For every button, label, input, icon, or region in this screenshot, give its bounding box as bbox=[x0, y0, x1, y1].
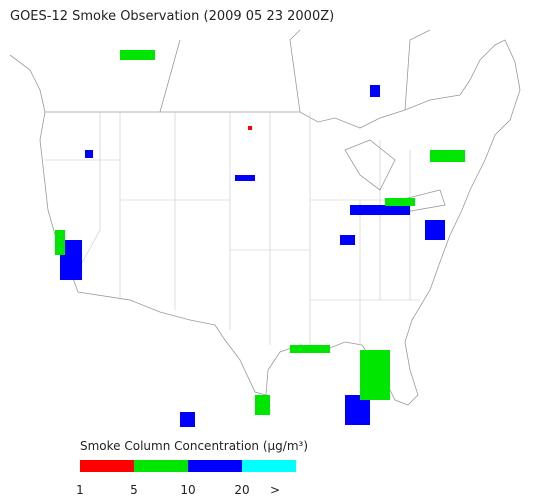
legend-label: 20 bbox=[234, 483, 249, 497]
legend-swatch bbox=[80, 460, 134, 472]
base-map bbox=[9, 29, 521, 406]
legend-label: > bbox=[270, 483, 280, 497]
legend-label: 10 bbox=[180, 483, 195, 497]
legend-swatch bbox=[188, 460, 242, 472]
legend-swatch bbox=[134, 460, 188, 472]
legend-swatch bbox=[242, 460, 296, 472]
legend: 1 5 10 20 > bbox=[76, 460, 296, 497]
legend-label: 5 bbox=[130, 483, 138, 497]
map-title: GOES-12 Smoke Observation (2009 05 23 20… bbox=[10, 9, 334, 24]
legend-title: Smoke Column Concentration (μg/m³) bbox=[80, 439, 308, 453]
smoke-pixels bbox=[55, 50, 465, 427]
legend-label: 1 bbox=[76, 483, 84, 497]
